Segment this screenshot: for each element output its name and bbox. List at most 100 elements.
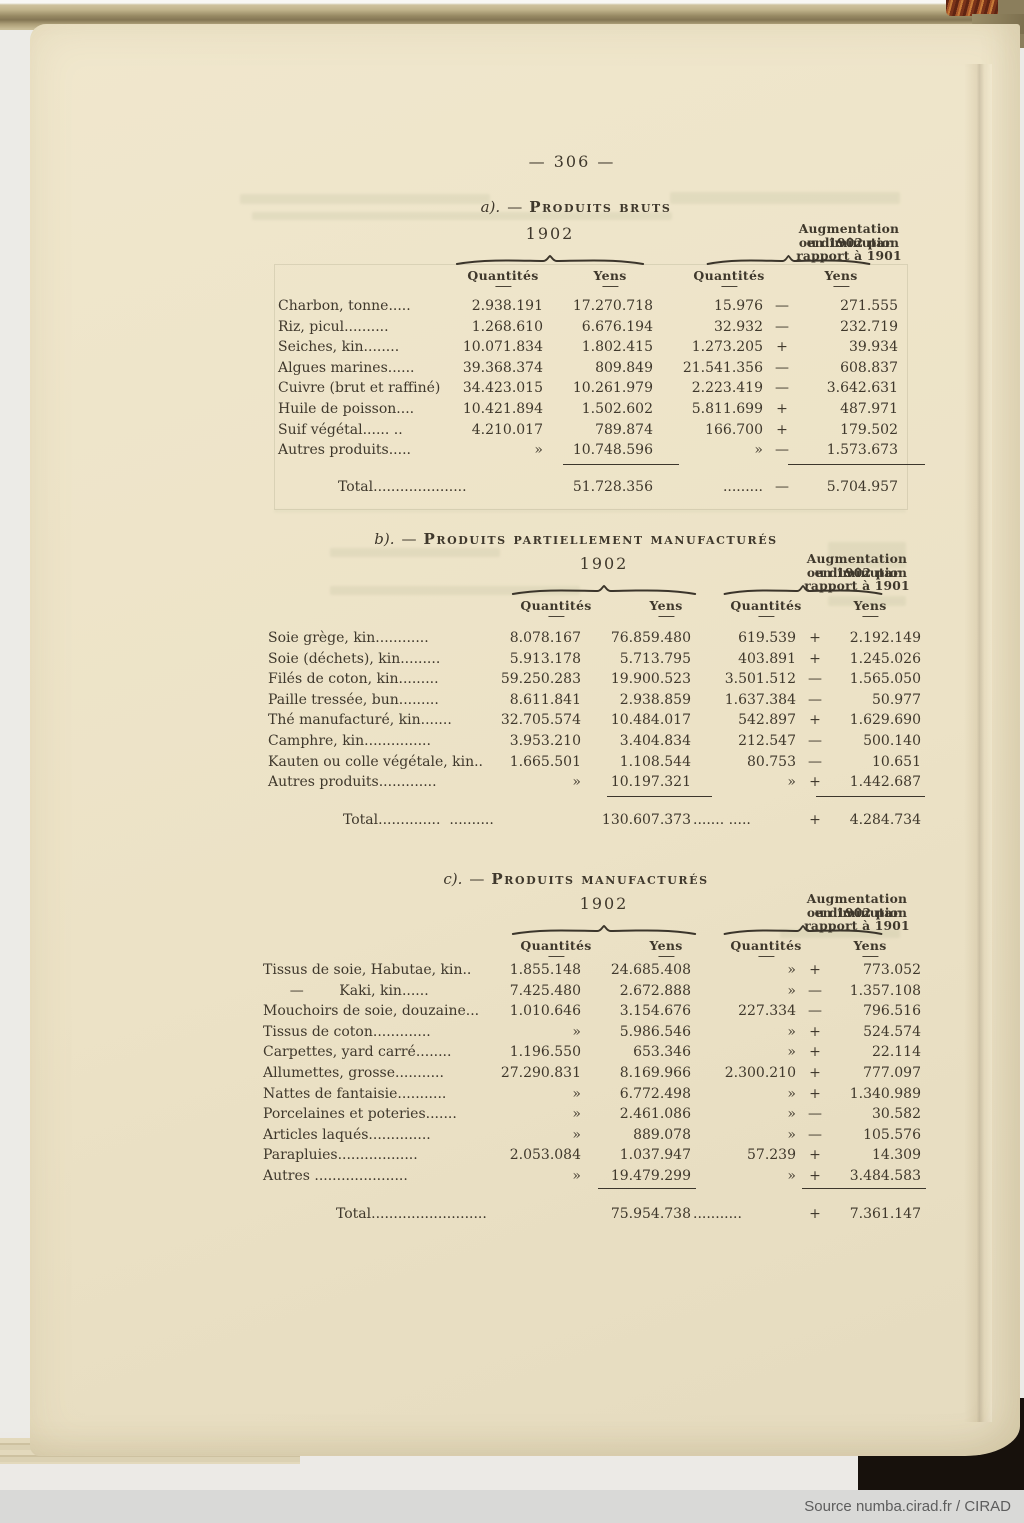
quantity-1902-value: » — [572, 1023, 581, 1040]
table-c-total-rules — [246, 1188, 936, 1196]
diff-header-line2: en 1902 par rapport à 1901 — [796, 234, 902, 263]
table-row: Tissus de soie, Habutae, kin.. 1.855.148… — [246, 960, 936, 981]
yens-diff-value: 487.971 — [840, 400, 898, 417]
diff-sign: — — [808, 732, 822, 749]
yens-diff-value: 3.484.583 — [849, 1167, 921, 1184]
diff-sign: + — [809, 1085, 821, 1102]
row-label: Nattes de fantaisie........... — [263, 1085, 447, 1102]
table-row: Autres produits............. » 10.197.32… — [246, 772, 936, 793]
diff-sign: — — [775, 318, 789, 335]
table-row: Paille tressée, bun......... 8.611.841 2… — [246, 690, 936, 711]
quantity-diff-value: 15.976 — [714, 298, 763, 314]
quantity-diff-value: 21.541.356 — [682, 359, 763, 376]
row-label: Filés de coton, kin......... — [268, 671, 439, 688]
total-yens-1902: 130.607.373 — [601, 812, 691, 828]
total-rule — [563, 464, 679, 465]
table-row: Riz, picul.......... 1.268.610 6.676.194… — [246, 317, 936, 338]
diff-header-line2: en 1902 par rapport à 1901 — [804, 904, 910, 933]
yens-diff-value: 14.309 — [872, 1147, 921, 1164]
row-label: Soie (déchets), kin......... — [268, 650, 441, 667]
table-a-rows: Charbon, tonne..... 2.938.191 17.270.718… — [246, 296, 936, 461]
quantity-1902-value: 3.953.210 — [509, 732, 581, 749]
table-row: — Kaki, kin...... 7.425.480 2.672.888 » … — [246, 981, 936, 1002]
quantity-diff-value: 80.753 — [747, 753, 796, 770]
quantity-1902-value: 8.078.167 — [509, 630, 581, 646]
total-rule — [607, 796, 712, 797]
section-separator: — — [469, 870, 485, 888]
quantity-1902-value: 7.425.480 — [509, 982, 581, 999]
yens-diff-value: 500.140 — [863, 732, 921, 749]
col-header-quantites-1902: Quantités — [467, 268, 538, 287]
table-row: Suif végétal...... .. 4.210.017 789.874 … — [246, 420, 936, 441]
col-header-quantites-1902: Quantités — [520, 938, 591, 957]
table-a-header: 1902 Augmentation ou diminution en 1902 … — [246, 222, 936, 294]
yens-diff-value: 1.442.687 — [849, 774, 921, 791]
col-header-quantites-diff: Quantités — [730, 598, 801, 617]
diff-sign: + — [776, 339, 788, 356]
yens-1902-value: 10.748.596 — [572, 442, 653, 459]
yens-diff-value: 3.642.631 — [826, 380, 898, 397]
row-label: Autres produits............. — [268, 774, 437, 791]
diff-sign: — — [808, 1126, 822, 1143]
row-label: Kauten ou colle végétale, kin.. — [268, 753, 484, 770]
quantity-diff-value: » — [787, 1023, 796, 1040]
total-sign: — — [775, 479, 789, 495]
yens-diff-value: 179.502 — [840, 421, 898, 438]
section-name: Produits partiellement manufacturés — [423, 530, 778, 548]
diff-sign: + — [809, 774, 821, 791]
quantity-diff-value: » — [787, 1044, 796, 1061]
col-header-yens-diff: Yens — [853, 598, 886, 617]
table-row: Soie (déchets), kin......... 5.913.178 5… — [246, 649, 936, 670]
table-c-rows: Tissus de soie, Habutae, kin.. 1.855.148… — [246, 960, 936, 1187]
row-label: — Kaki, kin...... — [263, 982, 429, 999]
diff-sign: + — [809, 630, 821, 646]
show-through-artifact — [330, 548, 500, 557]
row-label: Suif végétal...... .. — [278, 421, 403, 438]
quantity-diff-value: 166.700 — [705, 421, 763, 438]
quantity-diff-value: » — [787, 1126, 796, 1143]
yens-1902-value: 809.849 — [595, 359, 653, 376]
yens-1902-value: 19.479.299 — [610, 1167, 691, 1184]
show-through-artifact — [670, 192, 900, 204]
yens-1902-value: 10.261.979 — [572, 380, 653, 397]
yens-1902-value: 6.676.194 — [581, 318, 653, 335]
yens-1902-value: 10.197.321 — [610, 774, 691, 791]
yens-diff-value: 777.097 — [863, 1064, 921, 1081]
quantity-diff-value: 5.811.699 — [691, 400, 763, 417]
yens-diff-value: 271.555 — [840, 298, 898, 314]
total-dots: ........... — [693, 1206, 742, 1222]
yens-diff-value: 1.565.050 — [849, 671, 921, 688]
quantity-1902-value: 4.210.017 — [471, 421, 543, 438]
yens-1902-value: 8.169.966 — [619, 1064, 691, 1081]
diff-sign: + — [776, 421, 788, 438]
table-row: Articles laqués.............. » 889.078 … — [246, 1125, 936, 1146]
total-yens-diff: 5.704.957 — [826, 479, 898, 495]
row-label: Tissus de coton............. — [263, 1023, 431, 1040]
show-through-artifact — [274, 264, 908, 510]
total-dots: ......... — [722, 479, 763, 495]
section-title-b: b). — Produits partiellement manufacturés — [246, 530, 906, 548]
diff-sign: — — [775, 298, 789, 314]
quantity-1902-value: 1.665.501 — [509, 753, 581, 770]
quantity-1902-value: 1.268.610 — [471, 318, 543, 335]
quantity-diff-value: 542.897 — [738, 712, 796, 729]
quantity-diff-value: » — [787, 1167, 796, 1184]
yens-1902-value: 17.270.718 — [572, 298, 653, 314]
diff-sign: + — [809, 1167, 821, 1184]
diff-sign: + — [809, 1147, 821, 1164]
yens-diff-value: 796.516 — [863, 1003, 921, 1020]
table-a-total-rules — [246, 464, 936, 472]
table-a-total-row: Total..................... 51.728.356 ..… — [246, 477, 936, 498]
total-label: Total.......................... — [336, 1206, 487, 1222]
year-header: 1902 — [579, 554, 629, 573]
quantity-1902-value: » — [534, 442, 543, 459]
table-row: Autres ..................... » 19.479.29… — [246, 1166, 936, 1187]
brace-decoration — [722, 924, 884, 936]
diff-sign: — — [808, 691, 822, 708]
yens-1902-value: 2.672.888 — [619, 982, 691, 999]
quantity-diff-value: 227.334 — [738, 1003, 796, 1020]
diff-header: Augmentation ou diminution en 1902 par r… — [690, 222, 902, 263]
quantity-1902-value: » — [572, 1167, 581, 1184]
row-label: Articles laqués.............. — [263, 1126, 431, 1143]
yens-1902-value: 5.986.546 — [619, 1023, 691, 1040]
